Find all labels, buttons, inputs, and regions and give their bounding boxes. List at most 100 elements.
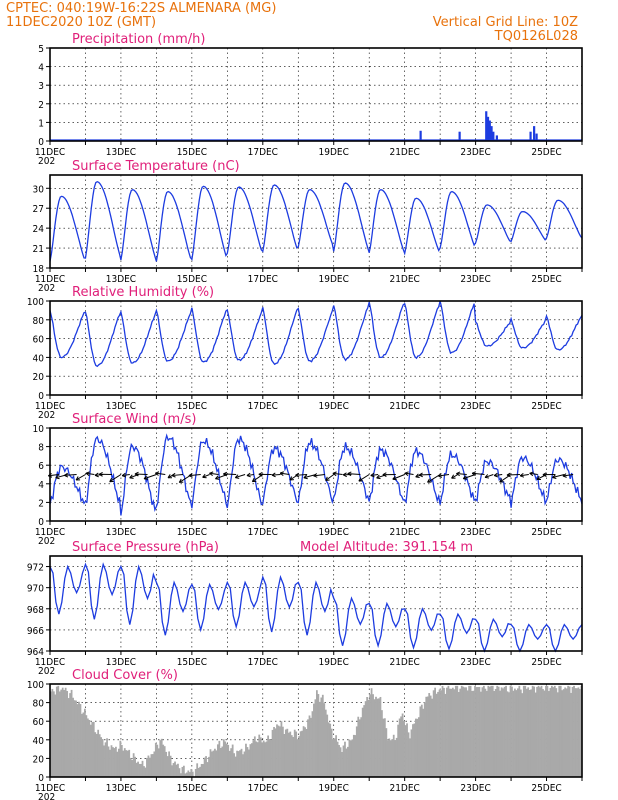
wind-year-fragment: 202	[38, 536, 55, 547]
cloud-bar	[500, 687, 503, 777]
cloud-bar	[395, 737, 398, 777]
cloud-bar	[190, 768, 193, 777]
cloud-bar	[543, 690, 546, 777]
wind-arrowhead	[484, 474, 490, 479]
cloud-bar	[172, 763, 175, 777]
cloud-bar	[475, 687, 478, 777]
pressure-panel: 964 966 968 970 972 11DEC 13DEC 15DEC 17DEC 19DEC…	[27, 540, 583, 677]
wind-arrowhead	[167, 474, 173, 479]
cloud-bar	[302, 726, 305, 777]
cloud-bar	[200, 763, 203, 777]
pressure-xtick-label: 15DEC	[177, 657, 207, 668]
cloud-bar	[565, 688, 568, 777]
cloud-bar	[326, 714, 329, 777]
cloud-bar	[209, 749, 212, 777]
cloud-bar	[524, 685, 527, 777]
cloud-bar	[132, 753, 135, 777]
cloud-bar	[106, 738, 108, 777]
cloud-bar	[174, 761, 176, 777]
wind-arrowhead	[303, 474, 308, 480]
cloud-bar	[271, 729, 274, 777]
wind-arrow	[171, 474, 184, 477]
wind-arrowhead	[109, 477, 114, 483]
cloud-bar	[58, 691, 61, 777]
cloud-bar	[211, 751, 213, 777]
cloud-bar	[94, 732, 97, 777]
cloud-bar	[397, 724, 400, 777]
cloud-bar	[187, 770, 190, 777]
wind-arrowhead	[358, 477, 363, 482]
cloud-xtick-label: 15DEC	[177, 783, 207, 794]
cloud-bar	[496, 685, 499, 777]
precipitation-xtick-label: 19DEC	[319, 147, 349, 158]
cloud-bar	[394, 740, 397, 777]
wind-panel: 0 2 4 6 8 10 11DEC 13DEC 15DEC 17DEC 19DEC 21DEC 23D…	[33, 412, 583, 547]
cloud-bar	[525, 688, 528, 777]
precip-bar	[529, 131, 532, 141]
wind-xtick-label: 23DEC	[460, 527, 490, 538]
cloud-bar	[550, 685, 553, 777]
precipitation-title: Precipitation (mm/h)	[72, 32, 205, 47]
cloud-bar	[443, 687, 445, 777]
cloud-bar	[310, 717, 312, 777]
cloud-title: Cloud Cover (%)	[72, 668, 178, 683]
cloud-bar	[468, 685, 470, 777]
cloud-bar	[435, 693, 438, 777]
wind-arrow	[202, 474, 210, 478]
cloud-bar	[273, 727, 275, 777]
cloud-bar	[420, 704, 423, 777]
run-code: TQ0126L028	[494, 29, 578, 44]
cloud-bar	[522, 685, 525, 777]
cloud-bar	[76, 704, 79, 777]
cloud-bar	[318, 701, 321, 777]
cloud-bar	[406, 723, 408, 777]
cloud-bar	[206, 762, 209, 777]
cloud-bar	[425, 696, 428, 777]
cloud-bar	[261, 742, 264, 777]
cloud-bar	[307, 719, 309, 777]
cloud-bar	[299, 731, 302, 777]
cloud-bar	[576, 688, 578, 777]
pressure-xtick-label: 23DEC	[460, 657, 490, 668]
wind-ytick-label: 0	[38, 517, 44, 528]
cloud-bar	[469, 685, 472, 777]
cloud-bar	[451, 687, 454, 777]
cloud-bar	[203, 757, 206, 777]
wind-ytick-label: 6	[38, 461, 44, 472]
humidity-ytick-label: 80	[33, 316, 45, 327]
wind-arrowhead	[202, 473, 207, 479]
wind-arrowhead	[171, 472, 176, 478]
wind-arrow	[472, 472, 485, 475]
wind-arrow	[188, 474, 201, 477]
wind-ytick-label: 10	[33, 424, 45, 435]
cloud-bar	[568, 686, 571, 777]
cloud-bar	[242, 754, 244, 777]
cloud-bar	[256, 742, 259, 777]
cloud-bar	[574, 688, 577, 777]
cloud-bar	[512, 690, 515, 777]
cloud-bar	[92, 721, 95, 777]
cloud-bar	[249, 744, 252, 777]
cloud-bar	[491, 685, 494, 777]
cloud-bar	[236, 750, 238, 777]
wind-arrowhead	[427, 478, 432, 483]
wind-arrowhead	[289, 476, 294, 481]
cloud-ytick-label: 80	[33, 699, 45, 710]
cloud-bar	[119, 740, 122, 777]
cloud-bar	[283, 734, 286, 777]
cloud-bar	[354, 735, 357, 777]
cloud-bar	[559, 685, 562, 777]
wind-xtick-label: 17DEC	[248, 527, 278, 538]
cloud-bar	[287, 732, 290, 777]
pressure-ytick-label: 964	[27, 647, 44, 658]
cloud-ytick-label: 0	[38, 773, 44, 784]
cloud-bar	[169, 755, 172, 777]
cloud-bar	[225, 743, 228, 777]
pressure-xtick-label: 17DEC	[248, 657, 278, 668]
cloud-bar	[370, 688, 373, 777]
precipitation-xtick-label: 11DEC	[35, 147, 65, 158]
wind-arrowhead	[295, 472, 300, 478]
cloud-bar	[208, 756, 210, 777]
cloud-bar	[66, 690, 69, 777]
temperature-ytick-label: 21	[33, 244, 44, 255]
